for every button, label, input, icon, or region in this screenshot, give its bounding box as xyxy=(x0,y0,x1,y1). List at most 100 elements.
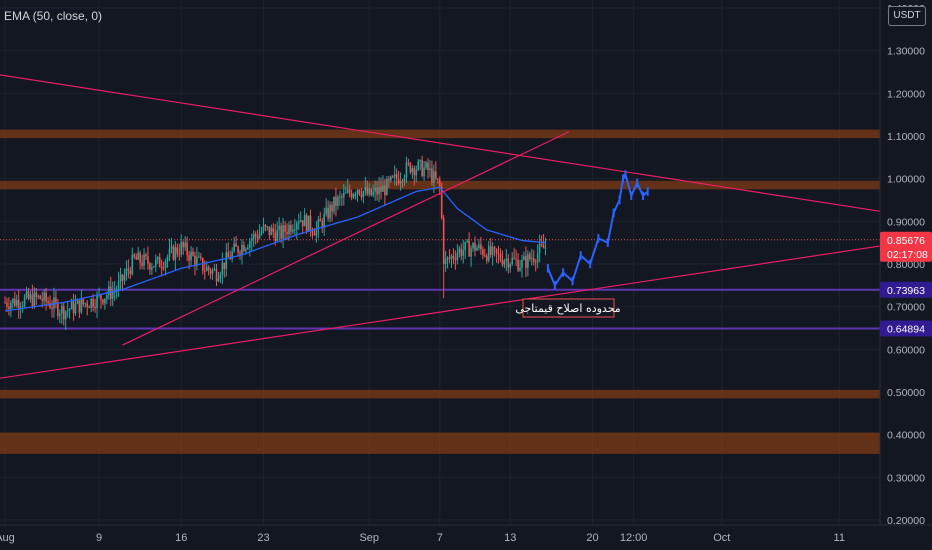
candle-body xyxy=(12,298,14,304)
candle-body xyxy=(523,256,525,260)
candle-body xyxy=(466,240,468,242)
candle-body xyxy=(207,267,210,271)
candle-body xyxy=(254,234,257,237)
candle-body xyxy=(442,218,445,264)
candle-body xyxy=(247,247,249,249)
candle-body xyxy=(47,301,49,304)
candle-body xyxy=(321,221,324,228)
candle-body xyxy=(37,295,40,297)
candle-body xyxy=(317,219,320,229)
candle-body xyxy=(25,291,28,298)
candle-body xyxy=(43,292,45,301)
candle-body xyxy=(472,243,474,249)
trendline xyxy=(0,237,932,379)
candle-body xyxy=(74,303,77,314)
time-axis[interactable]: Aug 9 16 23 Sep 7 13 20 12:00 Oct 11 xyxy=(0,524,932,550)
candle-body xyxy=(53,297,55,309)
candle-body xyxy=(80,298,83,313)
candle-body xyxy=(217,278,220,282)
candle-body xyxy=(309,215,312,231)
candle-body xyxy=(100,294,102,300)
candle-body xyxy=(344,192,347,194)
candle-body xyxy=(90,298,92,308)
candle-body xyxy=(501,259,504,265)
candle-body xyxy=(88,307,91,309)
price-label-box xyxy=(880,231,932,262)
candle-body xyxy=(86,303,89,308)
candle-body xyxy=(92,298,94,307)
candle-body xyxy=(393,174,396,177)
candle-body xyxy=(82,298,85,304)
candle-body xyxy=(84,303,87,305)
candle-body xyxy=(341,196,343,198)
price-axis[interactable]: 1.400001.300001.200001.100001.000000.900… xyxy=(879,0,932,550)
candle-body xyxy=(536,253,539,263)
candle-body xyxy=(119,274,122,282)
time-tick-label: 7 xyxy=(437,532,443,544)
candle-body xyxy=(529,254,531,260)
candle-body xyxy=(440,185,443,219)
candle-body xyxy=(497,253,500,255)
candle-body xyxy=(435,171,437,179)
price-tick-label: 1.00000 xyxy=(887,174,925,186)
candle-body xyxy=(532,258,535,262)
candle-body xyxy=(127,268,130,271)
candle-body xyxy=(505,258,508,261)
trendline xyxy=(0,74,932,220)
candle-body xyxy=(51,307,53,309)
candle-body xyxy=(544,247,547,249)
candle-body xyxy=(194,255,196,266)
candle-body xyxy=(509,264,512,268)
candle-body xyxy=(137,252,139,260)
candle-body xyxy=(448,257,451,259)
price-tick-label: 0.70000 xyxy=(887,302,925,314)
candle-body xyxy=(172,246,175,260)
candle-body xyxy=(282,225,284,239)
candle-body xyxy=(460,248,463,256)
candle-body xyxy=(223,262,226,269)
candle-body xyxy=(131,254,134,275)
candle-body xyxy=(352,194,355,198)
candle-body xyxy=(164,260,167,268)
candle-body xyxy=(188,255,190,261)
indicator-legend[interactable]: EMA (50, close, 0) xyxy=(4,9,103,23)
candle-body xyxy=(485,255,488,261)
candle-body xyxy=(454,258,457,260)
candle-body xyxy=(487,245,490,261)
candle-body xyxy=(462,250,465,256)
candle-body xyxy=(423,167,425,177)
candle-body xyxy=(102,299,104,304)
candle-body xyxy=(391,176,394,178)
candle-body xyxy=(45,292,47,302)
currency-badge[interactable]: USDT xyxy=(888,6,926,26)
candle-body xyxy=(241,244,243,255)
candle-body xyxy=(433,171,435,183)
candle-body xyxy=(166,257,169,261)
candle-body xyxy=(384,185,386,196)
time-tick-label: Oct xyxy=(713,532,730,544)
candle-body xyxy=(456,252,459,260)
candle-body xyxy=(174,247,177,260)
candle-body xyxy=(170,246,173,249)
candle-body xyxy=(135,256,138,260)
candle-body xyxy=(368,188,371,195)
candle-body xyxy=(231,251,233,260)
candle-body xyxy=(180,241,183,255)
candle-body xyxy=(325,207,327,215)
candle-body xyxy=(215,269,218,282)
candle-body xyxy=(362,191,365,197)
candle-body xyxy=(198,256,200,258)
candle-body xyxy=(515,258,517,260)
candle-body xyxy=(156,257,159,260)
candle-body xyxy=(319,219,322,222)
candle-body xyxy=(10,303,12,310)
candle-body xyxy=(348,189,351,194)
candle-body xyxy=(106,295,108,299)
candle-body xyxy=(337,196,339,207)
candle-body xyxy=(158,257,161,268)
candle-body xyxy=(60,305,63,314)
candle-body xyxy=(527,254,529,268)
candle-body xyxy=(262,225,265,232)
candle-body xyxy=(331,204,333,212)
